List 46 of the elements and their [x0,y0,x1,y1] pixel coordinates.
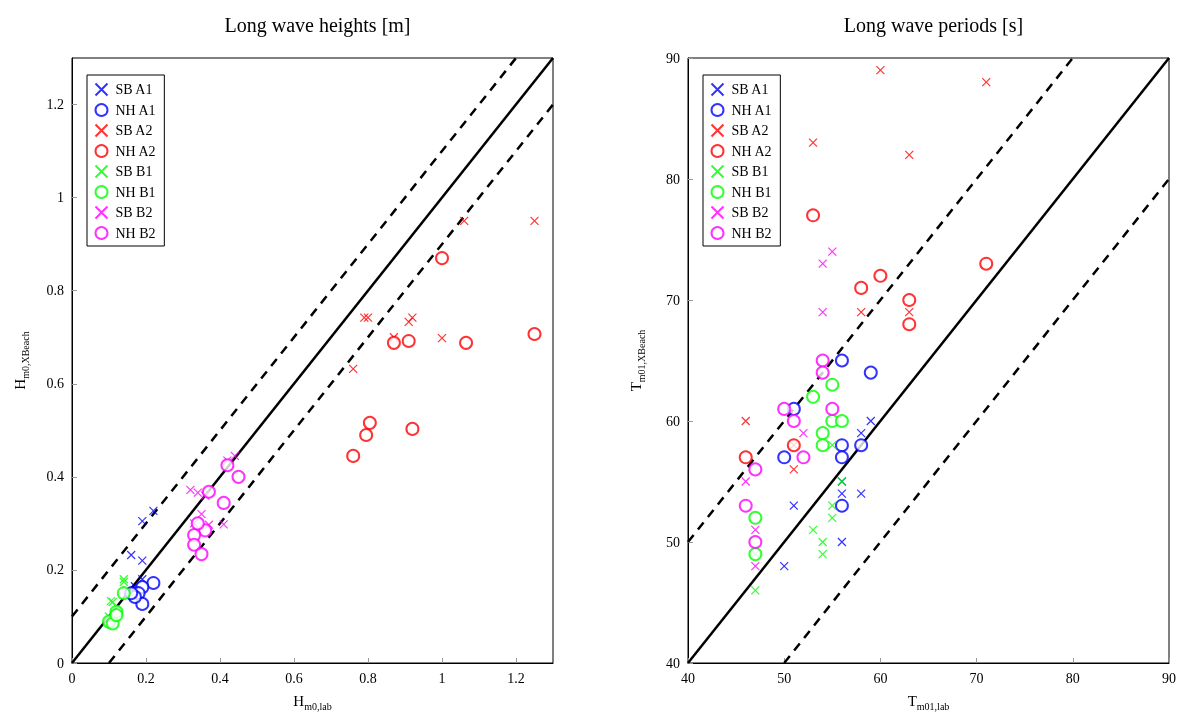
legend-label: SB B1 [731,164,769,179]
x-tick-label: 0 [68,670,76,686]
x-tick-label: 1 [438,670,446,686]
y-tick-label: 70 [666,292,680,308]
y-tick-label: 80 [666,171,680,187]
x-tick-label: 0.8 [359,670,377,686]
y-tick-label: 60 [666,413,680,429]
y-tick-label: 0.2 [46,562,64,578]
legend-label: SB B2 [115,205,153,220]
legend-label: NH B1 [731,184,772,200]
y-tick-label: 0.4 [46,469,64,485]
x-tick-label: 90 [1162,670,1176,686]
legend-label: NH B2 [731,225,772,241]
chart-title: Long wave heights [m] [224,14,411,37]
y-tick-label: 0.6 [46,376,64,392]
legend-label: NH B1 [115,184,156,200]
y-tick-label: 1.2 [46,97,64,113]
legend-label: SB A1 [115,82,153,97]
legend-label: SB B2 [731,205,769,220]
y-tick-label: 90 [666,50,680,66]
y-axis-title: Hm0,XBeach [12,331,31,390]
y-tick-label: 50 [666,534,680,550]
x-tick-label: 60 [873,670,888,686]
x-tick-label: 0.6 [285,670,303,686]
legend-label: SB B1 [115,164,153,179]
legend-label: NH A2 [115,143,156,159]
legend-label: NH A2 [731,143,772,159]
x-tick-label: 40 [681,670,695,686]
legend-label: NH A1 [731,102,772,118]
x-tick-label: 50 [777,670,792,686]
legend-label: SB A2 [731,123,769,138]
x-tick-label: 1.2 [507,670,525,686]
y-tick-label: 40 [666,655,680,671]
x-tick-label: 0.2 [137,670,155,686]
legend-label: NH B2 [115,225,156,241]
x-tick-label: 70 [969,670,984,686]
legend-label: SB A1 [731,82,769,97]
chart-title: Long wave periods [s] [843,14,1024,37]
legend-label: NH A1 [115,102,156,118]
y-tick-label: 0 [57,655,64,671]
x-tick-label: 0.4 [211,670,229,686]
x-tick-label: 80 [1065,670,1080,686]
legend-label: SB A2 [115,123,153,138]
y-tick-label: 0.8 [46,283,64,299]
y-tick-label: 1 [57,190,64,206]
y-axis-title: Tm01,XBeach [628,329,647,392]
